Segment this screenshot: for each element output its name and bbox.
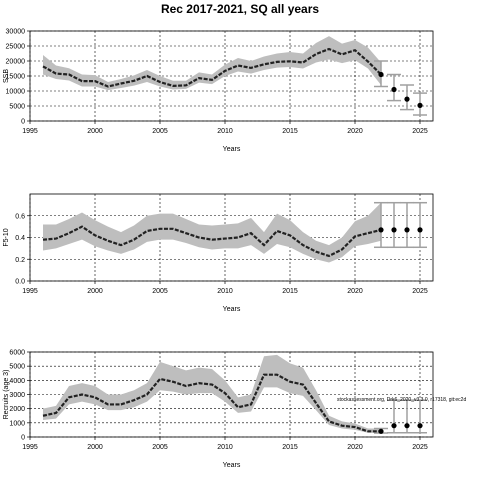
projection-point	[378, 428, 384, 434]
projection-point	[417, 423, 423, 429]
y-axis-label: F5-10	[3, 228, 10, 246]
y-axis-label: Recruits (age 3)	[3, 370, 10, 420]
x-tick-label: 2025	[412, 128, 428, 135]
y-tick-label: 5000	[9, 104, 25, 111]
x-tick-label: 2010	[217, 128, 233, 135]
confidence-band	[43, 354, 381, 434]
y-tick-label: 25000	[6, 44, 26, 51]
x-tick-label: 2005	[152, 444, 168, 451]
y-tick-label: 0.4	[15, 235, 25, 242]
x-tick-label: 1995	[22, 444, 38, 451]
projection-point	[417, 102, 423, 108]
x-tick-label: 2020	[347, 128, 363, 135]
figure-title: Rec 2017-2021, SQ all years	[161, 2, 319, 16]
confidence-band	[43, 202, 381, 263]
confidence-band	[43, 36, 381, 91]
y-tick-label: 0	[21, 119, 25, 126]
y-tick-label: 2000	[9, 406, 25, 413]
y-tick-label: 10000	[6, 89, 26, 96]
x-axis-label: Years	[223, 146, 241, 153]
x-tick-label: 2020	[347, 288, 363, 295]
estimate-line	[42, 225, 382, 258]
x-tick-label: 2025	[412, 288, 428, 295]
x-axis-label: Years	[223, 306, 241, 313]
x-tick-label: 2020	[347, 444, 363, 451]
estimate-line	[42, 373, 381, 433]
x-tick-label: 2025	[412, 444, 428, 451]
projection-point	[378, 71, 384, 78]
y-tick-label: 20000	[6, 59, 26, 66]
x-tick-label: 2015	[282, 128, 298, 135]
y-tick-label: 5000	[9, 364, 25, 371]
y-tick-label: 6000	[9, 350, 25, 357]
estimate-line	[42, 47, 382, 88]
x-tick-label: 1995	[22, 128, 38, 135]
x-tick-label: 1995	[22, 288, 38, 295]
y-tick-label: 0.2	[15, 257, 25, 264]
projection-point	[391, 86, 397, 93]
chart-panels: 1995 2000 2005 2010 2015 2020 2025050001000015…	[3, 29, 466, 470]
y-tick-label: 0	[21, 435, 25, 442]
x-axis-label: Years	[223, 462, 241, 469]
x-tick-label: 2010	[217, 444, 233, 451]
y-tick-label: 3000	[9, 392, 25, 399]
x-tick-label: 2010	[217, 288, 233, 295]
y-tick-label: 0.0	[15, 279, 25, 286]
projection-point	[391, 227, 397, 233]
y-axis-label: SSB	[3, 69, 10, 83]
provenance-note: stockassessment.org, Drk6_2020_v3.3.0, r…	[337, 397, 466, 403]
x-tick-label: 2005	[152, 288, 168, 295]
x-tick-label: 2000	[87, 444, 103, 451]
x-tick-label: 2000	[87, 288, 103, 295]
y-tick-label: 1000	[9, 420, 25, 427]
projection-point	[404, 227, 410, 233]
projection-point	[404, 423, 410, 429]
y-tick-label: 4000	[9, 378, 25, 385]
x-tick-label: 2015	[282, 444, 298, 451]
projection-point	[417, 227, 423, 233]
y-tick-label: 0.6	[15, 213, 25, 220]
x-tick-label: 2005	[152, 128, 168, 135]
chart-panel-3: 1995 2000 2005 2010 2015 2020 2025 0 1000 2000 300…	[3, 350, 466, 470]
projection-point	[404, 96, 410, 102]
y-tick-label: 15000	[6, 74, 26, 81]
x-tick-label: 2015	[282, 288, 298, 295]
projection-point	[378, 227, 384, 233]
x-tick-label: 2000	[87, 128, 103, 135]
chart-panel-2: 1995 2000 2005 2010 2015 2020 2025 0.0 0.2 0.4 0.6…	[3, 193, 434, 313]
y-tick-label: 30000	[6, 29, 26, 36]
projection-point	[391, 423, 397, 429]
chart-panel-1: 1995 2000 2005 2010 2015 2020 2025 0 5000 10000 15…	[3, 29, 434, 153]
